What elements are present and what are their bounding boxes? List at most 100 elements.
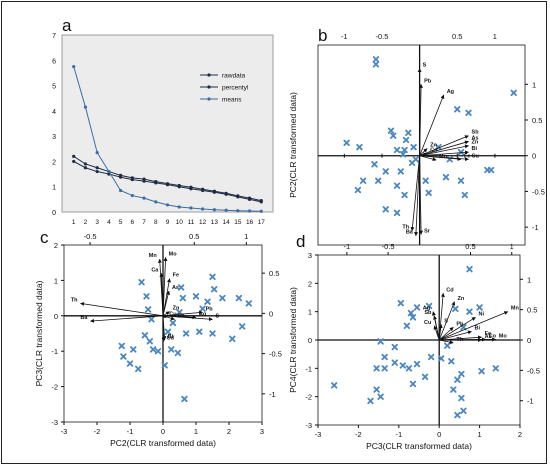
panel-d-vector-label: Co <box>489 333 497 339</box>
panel-d-loading-vector <box>439 337 497 342</box>
panel-d-vector-label: Mo <box>499 333 508 339</box>
panel-c-vector-label: Bi <box>168 334 174 340</box>
panel-d-right-ytick-label: -1 <box>527 397 534 406</box>
panel-a-point-percentyl <box>212 190 216 194</box>
panel-d-score-point <box>373 386 380 393</box>
panel-d-top-xtick-label: 0.5 <box>465 242 475 251</box>
panel-a-point-percentyl <box>224 192 228 196</box>
panel-c-vector-label: Th <box>71 297 78 303</box>
panel-a-xtick-label: 2 <box>84 219 88 226</box>
panel-c-score-point <box>143 293 150 300</box>
panel-c-xlabel: PC2(CLR transformed data) <box>110 438 216 448</box>
panel-d-score-point <box>377 338 384 345</box>
panel-b-vector-label: Th <box>402 225 409 231</box>
panel-c-right-ytick-label: -0.5 <box>269 350 282 359</box>
panel-c-score-point <box>146 338 153 345</box>
panel-b-loading-vector <box>419 148 428 157</box>
panel-d-top-xtick-label: -1 <box>344 242 351 251</box>
panel-c-score-point <box>120 353 127 360</box>
panel-d-xtick-label: -1 <box>395 430 402 439</box>
panel-c-score-point <box>174 349 182 357</box>
panel-a-ytick-label: 2 <box>52 159 56 166</box>
panel-d-score-point <box>454 411 461 419</box>
panel-b-score-point <box>412 156 420 163</box>
panel-b-vector-label: Ag <box>447 89 454 95</box>
panel-b-score-point <box>442 173 450 181</box>
panel-b-plot-area <box>317 44 526 246</box>
panel-d-score-point <box>407 309 415 317</box>
panel-b-vector-label: Zn <box>430 143 437 149</box>
panel-d-loading-vector <box>438 316 476 341</box>
panel-a-point-percentyl <box>177 185 181 189</box>
panel-c-score-point <box>209 273 216 281</box>
panel-d-score-point <box>458 370 465 378</box>
panel-a-point-percentyl <box>201 188 205 193</box>
panel-d-ytick-label: 3 <box>308 251 312 260</box>
panel-c-score-point <box>182 330 190 337</box>
panel-a-xtick-label: 7 <box>142 219 146 226</box>
panel-c-ytick-label: -1 <box>51 347 58 356</box>
panel-b-loading-vector <box>419 94 445 156</box>
panel-a-ytick-label: 1 <box>52 185 56 192</box>
panel-a-ytick-label: 4 <box>52 109 56 116</box>
panel-c-top-xtick-label: -0.5 <box>84 232 97 241</box>
panel-a-point-percentyl <box>142 179 146 183</box>
panel-b-score-point <box>356 143 363 151</box>
panel-a-legend-marker <box>207 85 211 89</box>
panel-d-score-point <box>399 362 407 369</box>
panel-b-score-point <box>387 127 395 134</box>
panel-d-ytick-label: 0 <box>308 336 312 345</box>
panel-a-point-percentyl <box>119 175 123 179</box>
panel-b-xtick-label: 1 <box>493 32 497 41</box>
panel-a-point-rawdata <box>95 166 99 170</box>
panel-b-score-point <box>465 109 472 117</box>
panel-c-score-point <box>148 316 155 323</box>
panel-b-xtick-label: 0.5 <box>452 32 462 41</box>
panel-d-xtick-label: 0 <box>437 430 441 439</box>
panel-c-ytick-label: 0 <box>54 312 58 321</box>
panel-b-score-point <box>425 189 432 197</box>
panel-c-vector-label: As <box>172 285 179 291</box>
panel-d-loading-vector <box>439 339 454 345</box>
panel-c-score-point <box>135 365 142 373</box>
panel-c-score-point <box>168 346 175 353</box>
panel-b-vector-label: Cu <box>472 153 479 159</box>
panel-a-point-percentyl <box>236 195 240 199</box>
panel-a-legend-marker <box>207 97 211 101</box>
panel-a-point-percentyl <box>259 200 263 204</box>
panel-b-score-point <box>397 168 404 175</box>
panel-c-score-point <box>239 323 246 330</box>
panel-b-score-point <box>382 206 389 213</box>
panel-a-point-means <box>95 150 99 155</box>
panel-d-loading-vector <box>438 324 443 341</box>
panel-c-score-point <box>138 278 145 286</box>
panel-a-xtick-label: 3 <box>95 219 99 226</box>
panel-b-loading-vector <box>414 155 421 237</box>
panel-d-vector-label: Sb <box>424 310 432 316</box>
panel-d-score-point <box>397 299 405 307</box>
panel-b-loading-vector <box>419 144 469 157</box>
panel-b-score-point <box>457 148 465 156</box>
panel-d-xtick-label: -2 <box>355 430 362 439</box>
panel-a-point-percentyl <box>189 187 193 191</box>
panel-c-vector-label: Cd <box>167 335 174 341</box>
panel-a-point-means <box>236 209 240 213</box>
panel-a-point-means <box>224 208 228 212</box>
panel-c-vector-label: Sb <box>178 313 186 319</box>
panel-b-ytick-label: 1 <box>532 80 536 89</box>
panel-c-score-point <box>161 362 168 369</box>
panel-a-xtick-label: 12 <box>199 219 207 226</box>
panel-b-ytick-label: 0 <box>532 152 536 161</box>
panel-b-score-point <box>399 151 407 158</box>
panel-b-loading-vector <box>419 135 469 157</box>
panel-a-point-means <box>142 196 146 200</box>
panel-d-score-point <box>367 397 374 405</box>
panel-c-vector-label: Ag <box>199 312 206 318</box>
panel-b-ytick-label: 0.5 <box>532 116 542 125</box>
panel-d-score-point <box>409 314 417 321</box>
panel-d-vector-label: Ag <box>423 306 430 312</box>
panel-c-xtick-label: 1 <box>194 427 198 436</box>
panel-d-vector-label: Cu <box>424 320 431 326</box>
panel-c-loading-vector <box>162 310 203 317</box>
panel-d-xtick-label: 2 <box>518 430 522 439</box>
